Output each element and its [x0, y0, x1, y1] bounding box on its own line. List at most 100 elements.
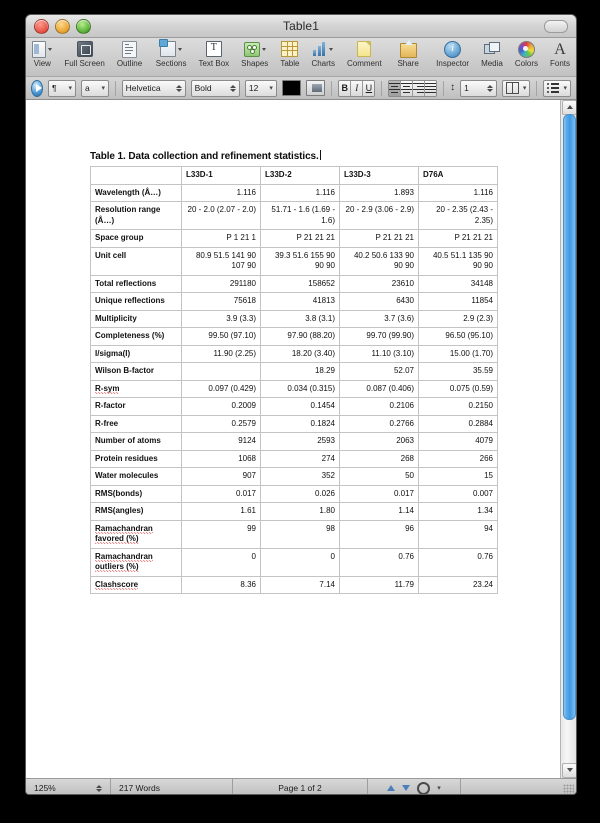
toolbar-button-text-box[interactable]: T Text Box — [192, 40, 235, 68]
toolbar-button-table[interactable]: Table — [274, 40, 305, 68]
table-cell[interactable]: 9124 — [181, 432, 261, 451]
toolbar-button-fonts[interactable]: A Fonts — [544, 40, 576, 68]
table-cell[interactable]: 0 — [181, 547, 261, 577]
gear-icon[interactable] — [417, 781, 431, 794]
table-cell[interactable]: 20 - 2.0 (2.07 - 2.0) — [181, 201, 261, 230]
table-cell[interactable]: 97.90 (88.20) — [260, 327, 340, 346]
document-page[interactable]: Table 1. Data collection and refinement … — [26, 100, 561, 778]
table-row-label[interactable]: Water molecules — [90, 467, 182, 486]
table-cell[interactable]: 3.7 (3.6) — [339, 309, 419, 328]
align-center-button[interactable] — [401, 80, 414, 96]
toolbar-button-comment[interactable]: Comment — [341, 40, 388, 68]
table-cell[interactable]: 20 - 2.9 (3.06 - 2.9) — [339, 201, 419, 230]
toolbar-button-charts[interactable]: Charts — [305, 40, 341, 68]
table-cell[interactable]: 94 — [418, 519, 498, 549]
zoom-stepper[interactable] — [92, 784, 102, 792]
styles-drawer-icon[interactable] — [31, 79, 43, 97]
table-cell[interactable]: 4079 — [418, 432, 498, 451]
font-family-menu[interactable]: Helvetica — [121, 79, 186, 97]
table-cell[interactable]: 0.1454 — [260, 397, 340, 416]
table-row-label[interactable]: R-sym — [90, 379, 182, 398]
table-row-label[interactable]: Clashscore — [90, 575, 182, 594]
toolbar-button-full-screen[interactable]: Full Screen — [58, 40, 110, 68]
toolbar-button-share[interactable]: Share — [391, 39, 424, 68]
statistics-table[interactable]: L33D-1 L33D-2 L33D-3 D76A Wavelength (Å…… — [90, 166, 498, 594]
table-cell[interactable]: 266 — [418, 449, 498, 468]
font-size-field[interactable]: 12 ▾ — [244, 79, 277, 97]
table-row-label[interactable]: Wavelength (Å…) — [90, 183, 182, 202]
table-cell[interactable]: 158652 — [260, 274, 340, 293]
underline-button[interactable]: U — [363, 80, 375, 96]
align-right-button[interactable] — [413, 80, 426, 96]
table-cell[interactable]: 96.50 (95.10) — [418, 327, 498, 346]
table-cell[interactable]: 1068 — [181, 449, 261, 468]
table-row-label[interactable]: Number of atoms — [90, 432, 182, 451]
table-cell[interactable]: 40.2 50.6 133 90 90 90 — [339, 246, 419, 276]
font-style-menu[interactable]: Bold — [190, 79, 240, 97]
table-cell[interactable]: 35.59 — [418, 362, 498, 381]
text-alignment-group[interactable] — [388, 79, 438, 97]
table-cell[interactable]: 2063 — [339, 432, 419, 451]
toolbar-button-sections[interactable]: Sections — [150, 39, 193, 68]
fill-color-swatch[interactable] — [306, 80, 326, 96]
table-cell[interactable]: 99 — [181, 519, 261, 549]
table-cell[interactable]: 20 - 2.35 (2.43 - 2.35) — [418, 201, 498, 230]
font-family-stepper[interactable] — [172, 84, 182, 92]
table-cell[interactable]: 7.14 — [260, 575, 340, 594]
table-cell[interactable]: 1.893 — [339, 183, 419, 202]
scroll-down-button[interactable] — [562, 763, 576, 778]
table-cell[interactable]: 1.34 — [418, 502, 498, 521]
table-row-label[interactable]: Ramachandran outliers (%) — [90, 547, 182, 577]
columns-menu[interactable]: ▾ — [502, 79, 531, 97]
table-cell[interactable]: 0.2150 — [418, 397, 498, 416]
table-cell[interactable]: 268 — [339, 449, 419, 468]
table-cell[interactable]: 23.24 — [418, 575, 498, 594]
text-style-segment-group[interactable]: B I U — [338, 79, 376, 97]
table-cell[interactable]: 0.1824 — [260, 414, 340, 433]
table-cell[interactable]: 11854 — [418, 292, 498, 311]
table-cell[interactable]: 1.80 — [260, 502, 340, 521]
table-row-label[interactable]: Unit cell — [90, 246, 182, 276]
table-cell[interactable]: 907 — [181, 467, 261, 486]
table-cell[interactable]: 11.10 (3.10) — [339, 344, 419, 363]
next-page-icon[interactable] — [402, 785, 411, 791]
table-cell[interactable]: 15.00 (1.70) — [418, 344, 498, 363]
table-cell[interactable]: 2.9 (2.3) — [418, 309, 498, 328]
table-cell[interactable]: 34148 — [418, 274, 498, 293]
table-row-label[interactable]: Total reflections — [90, 274, 182, 293]
table-cell[interactable]: 51.71 - 1.6 (1.69 - 1.6) — [260, 201, 340, 230]
toolbar-button-media[interactable]: Media — [475, 40, 509, 68]
list-style-menu[interactable]: ▾ — [543, 79, 572, 97]
table-cell[interactable]: 0.2884 — [418, 414, 498, 433]
line-spacing-field[interactable]: 1 — [460, 79, 498, 97]
vertical-scrollbar[interactable] — [560, 100, 576, 778]
vertical-scrollbar-thumb[interactable] — [563, 114, 576, 720]
table-row-label[interactable]: Protein residues — [90, 449, 182, 468]
close-window-button[interactable] — [34, 19, 49, 34]
table-cell[interactable]: 0.2009 — [181, 397, 261, 416]
text-color-swatch[interactable] — [281, 80, 302, 96]
table-cell[interactable]: 0.075 (0.59) — [418, 379, 498, 398]
table-cell[interactable]: 50 — [339, 467, 419, 486]
previous-page-icon[interactable] — [387, 785, 396, 791]
scroll-up-button[interactable] — [562, 100, 576, 115]
table-cell[interactable]: P 21 21 21 — [418, 229, 498, 248]
table-cell[interactable]: 0.2106 — [339, 397, 419, 416]
table-cell[interactable]: 1.116 — [260, 183, 340, 202]
table-cell[interactable]: 0.097 (0.429) — [181, 379, 261, 398]
paragraph-style-menu[interactable]: ¶ ▾ — [47, 79, 76, 97]
toolbar-button-outline[interactable]: Outline — [111, 40, 148, 68]
toolbar-button-view[interactable]: View — [26, 40, 58, 68]
table-cell[interactable]: P 21 21 21 — [260, 229, 340, 248]
table-cell[interactable]: 0 — [260, 547, 340, 577]
table-cell[interactable]: 0.2579 — [181, 414, 261, 433]
table-row-label[interactable]: Ramachandran favored (%) — [90, 519, 182, 549]
table-cell[interactable]: 0.017 — [339, 484, 419, 503]
table-row-label[interactable]: R-factor — [90, 397, 182, 416]
table-cell[interactable]: 0.2766 — [339, 414, 419, 433]
table-row-label[interactable]: R-free — [90, 414, 182, 433]
window-title-bar[interactable]: Table1 — [26, 15, 576, 38]
table-cell[interactable]: 98 — [260, 519, 340, 549]
toolbar-button-inspector[interactable]: i Inspector — [430, 40, 475, 68]
table-cell[interactable]: 40.5 51.1 135 90 90 90 — [418, 246, 498, 276]
